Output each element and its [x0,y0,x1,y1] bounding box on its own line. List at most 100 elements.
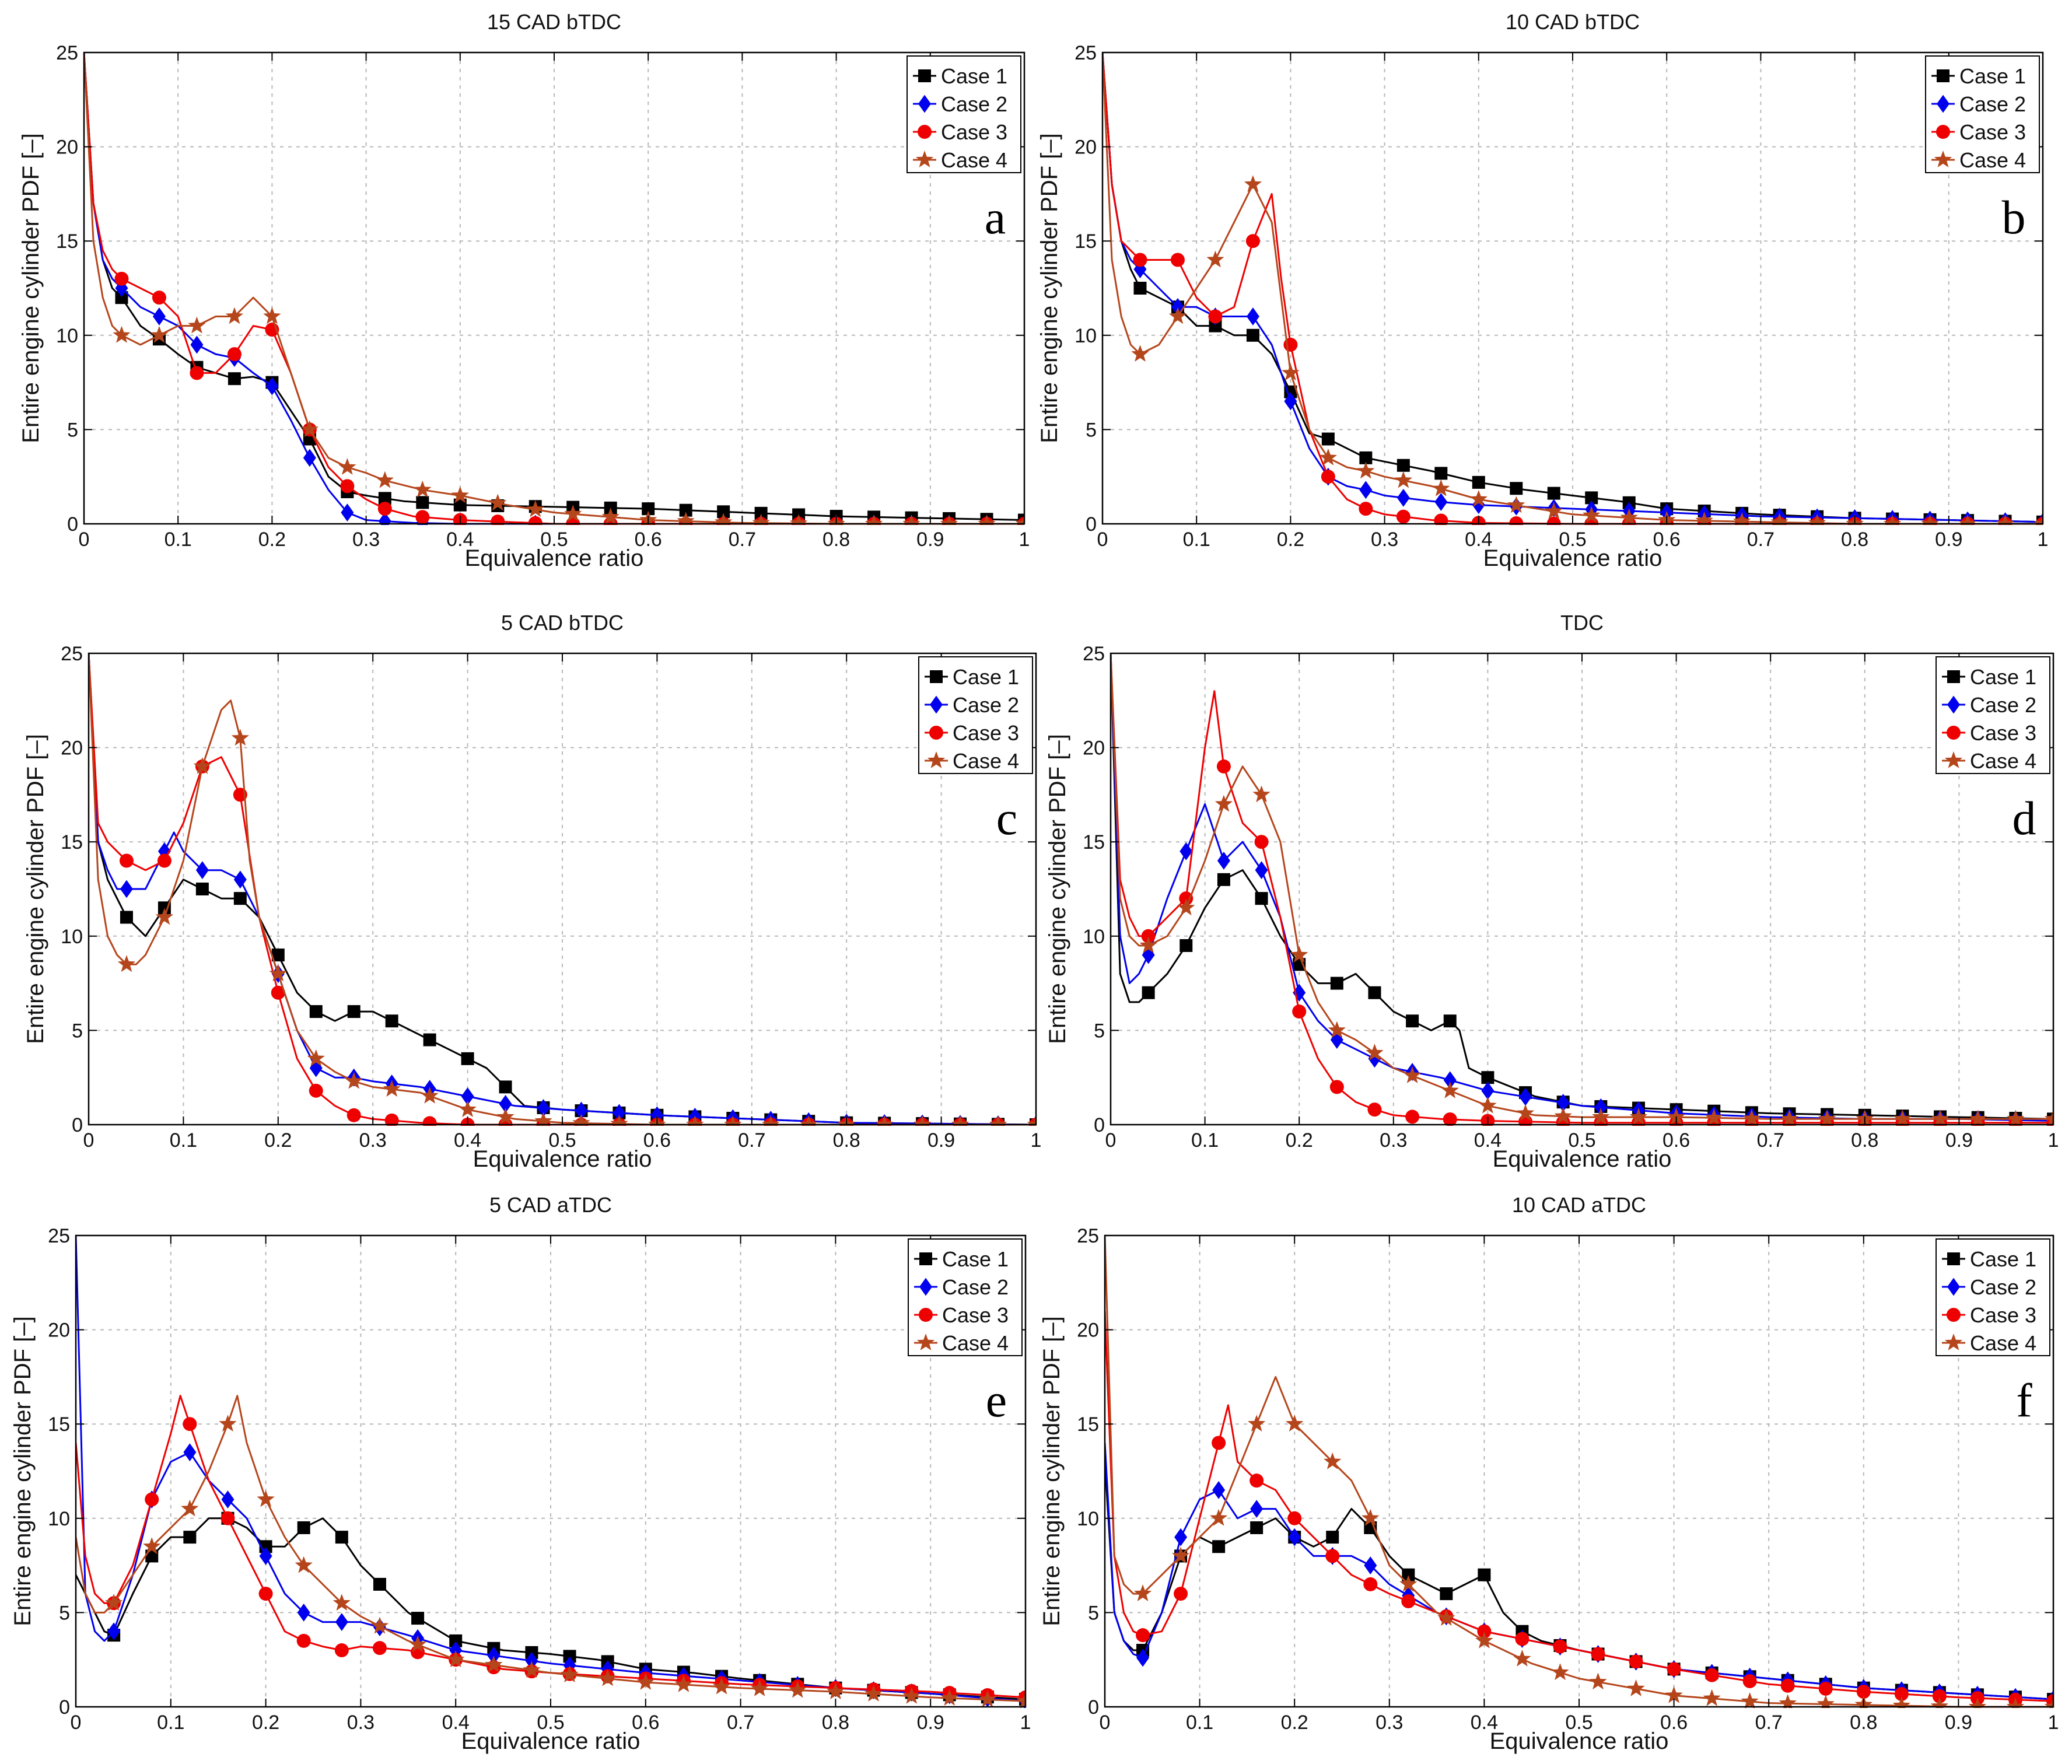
chart-panel-a: 0 0.1 0.2 0.3 0.4 0.5 0.6 0.7 0.8 0.9 105101520251… [18,10,1030,571]
legend-marker [918,94,931,113]
legend-marker [1947,1278,1960,1296]
x-tick-label: 0.9 [917,1712,944,1734]
data-point [1248,1415,1266,1432]
x-tick-label: 0 [1105,1129,1116,1152]
chart-title: TDC [1560,611,1604,635]
y-axis-label: Entire engine cylinder PDF [–] [1039,1316,1065,1626]
gridlines [84,52,1024,524]
data-point [303,449,316,467]
x-tick-label: 0.8 [822,528,850,551]
data-point [228,372,241,386]
data-point [1142,986,1155,999]
y-tick-label: 0 [72,1114,83,1136]
series-markers-case-3 [1136,1436,2053,1708]
data-point [674,1675,693,1692]
data-point [449,1634,463,1647]
data-point [152,290,166,305]
data-point [335,1531,348,1544]
x-tick-label: 0.8 [1850,1712,1877,1734]
x-tick-label: 0.2 [1277,528,1304,551]
data-point [1921,514,1939,525]
legend-entry: Case 2 [1970,1275,2036,1299]
data-point [1481,1082,1494,1100]
data-point [120,880,133,898]
legend-entry: Case 1 [941,64,1007,88]
data-point [1250,1474,1264,1488]
data-point [421,1086,439,1104]
x-tick-label: 0.7 [738,1129,765,1152]
x-axis-label: Equivalence ratio [465,545,644,571]
data-point [416,496,429,509]
series-line-case-3 [76,1395,1026,1699]
y-axis-label: Entire engine cylinder PDF [–] [23,734,48,1044]
data-point [1546,516,1561,525]
x-tick-label: 0.4 [1465,528,1492,551]
x-tick-label: 1 [1020,1712,1031,1734]
data-point [724,1115,742,1126]
data-point [459,1100,477,1117]
legend-marker [918,69,931,82]
data-point [340,479,355,494]
data-point [499,1095,512,1113]
data-point [827,1682,845,1699]
chart-panel-b: 0 0.1 0.2 0.3 0.4 0.5 0.6 0.7 0.8 0.9 105101520251… [1037,10,2049,571]
data-point [876,1115,894,1126]
legend-entry: Case 1 [942,1247,1009,1271]
data-point [1368,986,1381,999]
data-point [1629,1108,1648,1125]
data-point [526,500,544,517]
data-point [679,503,692,517]
series-markers-case-4 [105,1415,1026,1708]
data-point [1171,1546,1190,1564]
chart-title: 5 CAD aTDC [489,1193,612,1217]
data-point [461,1052,474,1065]
data-point [1324,1452,1342,1469]
x-tick-label: 1 [2038,528,2049,551]
data-point [2044,1110,2053,1126]
data-point [1443,1112,1457,1126]
data-point [383,1080,401,1097]
data-point [1325,1549,1340,1563]
data-point [1931,1110,1950,1126]
x-tick-label: 0.7 [1747,528,1774,551]
data-point [1434,493,1448,511]
data-point [115,279,128,298]
x-tick-label: 1 [1031,1129,1042,1152]
x-tick-label: 0.9 [1935,528,1962,551]
data-point [334,1643,349,1658]
series-line-case-4 [84,52,1024,525]
legend-marker [930,695,943,714]
data-point [1519,1087,1532,1106]
data-point [1284,392,1297,411]
data-point [1015,514,1024,525]
data-point [1817,1695,1835,1708]
data-point [376,471,394,488]
data-point [677,512,695,525]
x-tick-label: 1 [2048,1712,2059,1734]
y-tick-label: 20 [1074,136,1097,159]
x-tick-label: 0 [71,1712,82,1734]
data-point [1255,861,1268,880]
y-tick-label: 5 [1088,1602,1099,1624]
legend-marker [915,150,934,167]
data-point [1177,898,1195,916]
data-point [1217,852,1230,870]
y-tick-label: 5 [67,419,78,441]
x-tick-label: 0.2 [1286,1129,1313,1152]
data-point [1401,1594,1416,1609]
data-point [1362,1508,1380,1526]
x-tick-label: 0.2 [1281,1712,1308,1734]
data-point [1027,1115,1036,1126]
x-tick-label: 0.3 [1371,528,1398,551]
legend-entry: Case 1 [1970,1247,2036,1271]
chart-panel-c: 0 0.1 0.2 0.3 0.4 0.5 0.6 0.7 0.8 0.9 105101520255… [23,611,1042,1172]
data-point [1434,513,1448,525]
data-point [902,1687,921,1704]
data-point [1212,1540,1226,1553]
series-group [1105,1235,2053,1708]
legend-marker [1947,695,1960,714]
data-point [158,842,171,860]
data-point [114,271,129,286]
x-tick-label: 0.6 [632,1712,659,1734]
data-point [610,1114,628,1126]
